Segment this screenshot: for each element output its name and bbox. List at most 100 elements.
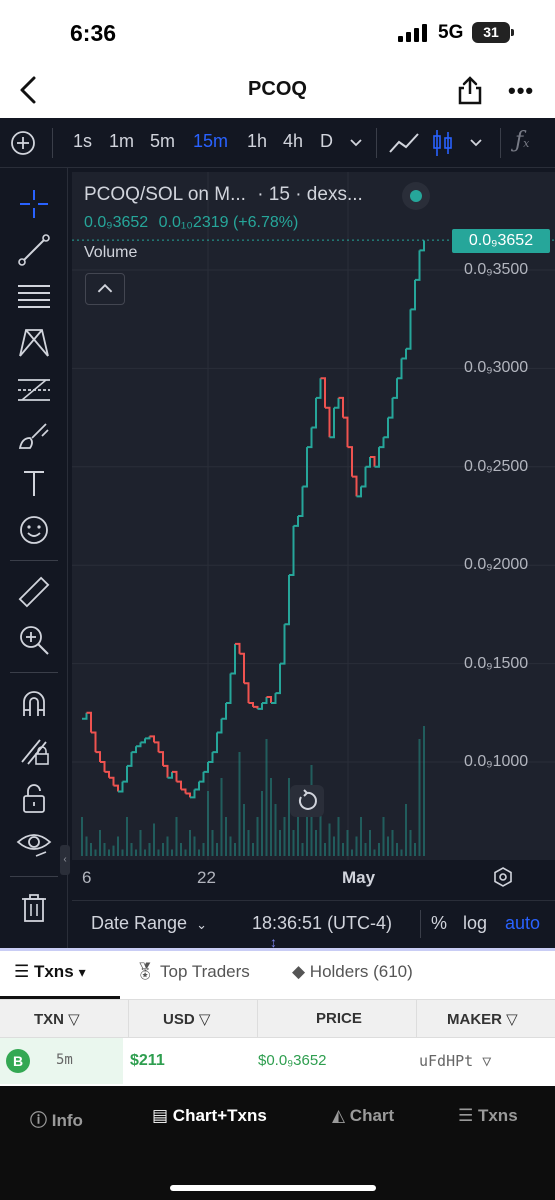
indicators-fx-icon[interactable]: ƒx [515,128,530,153]
price-segment [163,764,169,778]
resize-handle[interactable] [0,948,555,951]
more-options-icon[interactable]: ••• [508,78,535,103]
volume-bar [166,836,169,856]
price-segment [226,673,232,704]
add-indicator-icon[interactable] [10,130,36,156]
volume-bar [184,849,187,856]
collapse-legend-button[interactable] [85,273,125,305]
filter-icon[interactable]: ▽ [198,1011,211,1028]
share-icon[interactable] [456,74,484,106]
resize-arrows-icon[interactable]: ↕ [270,934,277,950]
tab-holders[interactable]: ◆ Holders (610) [292,962,413,982]
volume-bar [396,843,398,856]
price-segment [370,455,376,467]
x-axis-tick: 6 [82,868,92,887]
trend-line-icon[interactable] [16,232,52,268]
price-segment [329,407,335,439]
clock-timezone[interactable]: 18:36:51 (UTC-4) [252,913,393,933]
filter-icon[interactable]: ▽ [68,1011,80,1028]
emoji-icon[interactable] [16,512,52,548]
price-segment [284,575,290,626]
volume-bar [301,843,304,856]
percent-toggle[interactable]: % [431,913,448,933]
chart-legend-values: 0.0₉3652 0.0₁₀2319 (+6.78%) [84,214,298,232]
pattern-tool-icon[interactable] [16,324,52,360]
ruler-icon[interactable] [16,574,52,610]
crosshair-icon[interactable] [16,186,52,222]
volume-bar [153,823,155,856]
volume-bar [405,804,407,856]
volume-bar [342,843,344,856]
chart-plot-area[interactable] [72,172,555,860]
price-segment [419,240,425,252]
divider [420,910,421,938]
price-segment [172,770,178,782]
volume-bar [279,830,281,856]
unlock-icon[interactable] [16,780,52,816]
horizontal-lines-icon[interactable] [16,278,52,314]
maker-address: uFdHPt [419,1052,474,1070]
zoom-in-icon[interactable] [16,622,52,658]
chart-settings-icon[interactable] [492,866,514,888]
interval-1s[interactable]: 1s [73,131,93,151]
log-toggle[interactable]: log [463,913,488,933]
info-icon: ⓘ [30,1111,52,1130]
interval-4h[interactable]: 4h [283,131,304,151]
line-chart-icon[interactable] [388,130,420,156]
volume-bar [81,817,83,856]
interval-5m[interactable]: 5m [150,131,176,151]
price-segment [217,718,223,734]
price-segment [374,447,380,468]
interval-1h[interactable]: 1h [247,131,268,151]
nav-chart[interactable]: ◭ Chart [332,1106,394,1126]
column-header-txn[interactable]: TXN ▽ [34,1010,80,1028]
eye-icon[interactable] [16,826,52,862]
volume-bar [252,843,254,856]
chevron-down-icon[interactable] [468,136,484,150]
brush-icon[interactable] [16,418,52,454]
toolbar-divider [10,876,58,877]
price-segment [122,765,128,783]
nav-info[interactable]: ⓘ Info [30,1106,83,1131]
filter-icon[interactable]: ▽ [506,1011,518,1028]
interval-source-label: · 15 · dexs... [257,184,363,205]
column-header-maker[interactable]: MAKER ▽ [447,1010,518,1028]
price-segment [230,643,236,675]
y-axis-tick: 0.0₉1000 [464,753,529,770]
volume-bar [189,830,191,856]
trash-icon[interactable] [16,890,52,926]
magnet-icon[interactable] [16,686,52,722]
txn-usd: $211 [130,1052,165,1069]
volume-bar [409,830,412,856]
interval-1m[interactable]: 1m [109,131,135,151]
price-segment [190,789,196,799]
area-chart-icon: ◭ [332,1106,350,1125]
auto-scale-toggle[interactable]: auto [505,913,541,933]
nav-txns-label: Txns [477,1106,518,1125]
volume-bar [126,817,128,856]
nav-txns[interactable]: ☰ Txns [458,1106,518,1126]
candlestick-icon[interactable] [432,128,454,158]
chevron-down-icon[interactable] [348,136,364,150]
toolbar-divider [10,560,58,561]
volume-bar [121,849,124,856]
split-view-icon: ▤ [152,1106,173,1125]
nav-chart-txns[interactable]: ▤ Chart+Txns [152,1106,267,1126]
volume-bar [175,817,178,856]
back-icon[interactable] [14,72,44,108]
reset-chart-icon[interactable] [290,785,324,817]
lock-drawing-icon[interactable] [16,732,52,768]
fib-retracement-icon[interactable] [16,372,52,408]
network-type: 5G [438,22,464,43]
interval-d[interactable]: D [320,131,333,151]
collapse-toolbar-handle[interactable]: ‹ [60,845,70,875]
date-range-button[interactable]: Date Range ⌄ [91,913,207,934]
text-tool-icon[interactable] [16,466,52,502]
tab-txns[interactable]: ☰ Txns ▾ [14,962,86,982]
price-chart-svg [72,172,555,860]
txn-maker[interactable]: uFdHPt ▽ [419,1052,491,1070]
column-header-usd[interactable]: USD ▽ [163,1010,210,1028]
interval-15m[interactable]: 15m [193,131,229,151]
tab-top-traders[interactable]: 🏅︎ Top Traders [134,962,250,982]
filter-icon[interactable]: ▽ [482,1052,492,1070]
